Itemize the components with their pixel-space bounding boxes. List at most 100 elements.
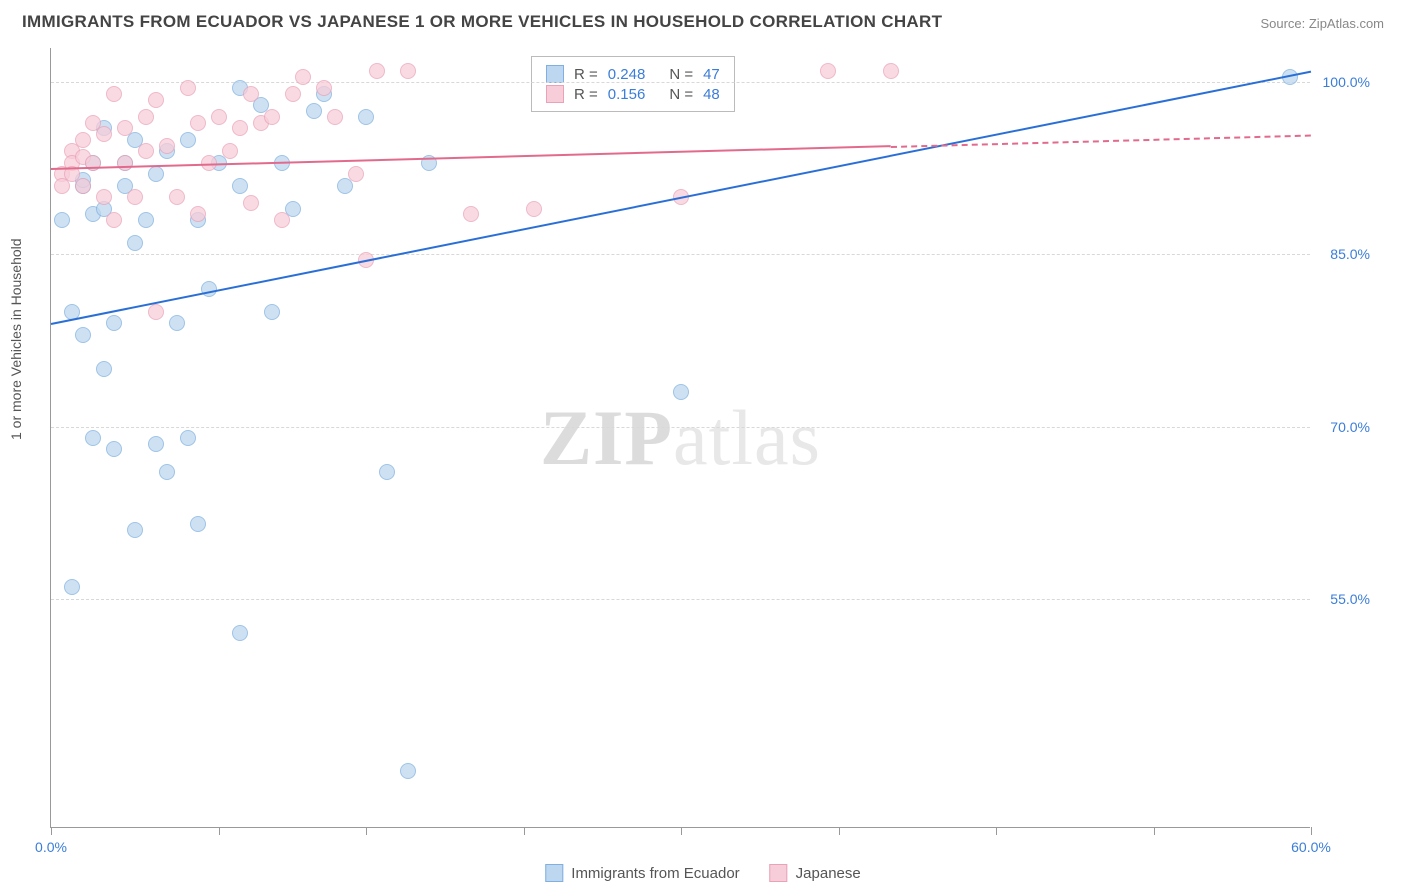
y-tick-label: 70.0% <box>1330 419 1370 435</box>
bottom-legend: Immigrants from Ecuador Japanese <box>545 864 860 882</box>
data-point <box>159 138 175 154</box>
x-tick <box>1154 827 1155 835</box>
data-point <box>180 430 196 446</box>
data-point <box>264 304 280 320</box>
legend-swatch <box>546 85 564 103</box>
data-point <box>75 327 91 343</box>
data-point <box>400 63 416 79</box>
data-point <box>148 92 164 108</box>
stats-legend-box: R =0.248N =47R =0.156N =48 <box>531 56 735 112</box>
data-point <box>358 109 374 125</box>
x-tick-label: 60.0% <box>1291 839 1331 855</box>
stat-n-value: 47 <box>703 66 720 83</box>
data-point <box>463 206 479 222</box>
data-point <box>127 522 143 538</box>
data-point <box>232 625 248 641</box>
chart-title: IMMIGRANTS FROM ECUADOR VS JAPANESE 1 OR… <box>22 12 942 32</box>
data-point <box>75 132 91 148</box>
data-point <box>96 361 112 377</box>
y-tick-label: 55.0% <box>1330 591 1370 607</box>
data-point <box>211 109 227 125</box>
data-point <box>180 80 196 96</box>
data-point <box>348 166 364 182</box>
data-point <box>264 109 280 125</box>
data-point <box>243 86 259 102</box>
data-point <box>820 63 836 79</box>
data-point <box>222 143 238 159</box>
data-point <box>96 126 112 142</box>
legend-item: Japanese <box>770 864 861 882</box>
data-point <box>138 143 154 159</box>
data-point <box>117 120 133 136</box>
data-point <box>190 516 206 532</box>
data-point <box>75 178 91 194</box>
data-point <box>159 464 175 480</box>
data-point <box>274 212 290 228</box>
legend-item: Immigrants from Ecuador <box>545 864 739 882</box>
data-point <box>327 109 343 125</box>
stat-r-label: R = <box>574 86 598 103</box>
data-point <box>96 189 112 205</box>
legend-label: Immigrants from Ecuador <box>571 865 739 882</box>
stats-row: R = 0.248 N = 47 <box>546 65 720 83</box>
data-point <box>148 166 164 182</box>
data-point <box>106 441 122 457</box>
y-axis-label: 1 or more Vehicles in Household <box>8 238 24 440</box>
x-tick <box>219 827 220 835</box>
legend-swatch <box>545 864 563 882</box>
data-point <box>127 235 143 251</box>
data-point <box>883 63 899 79</box>
gridline <box>51 427 1310 428</box>
data-point <box>138 109 154 125</box>
data-point <box>148 436 164 452</box>
data-point <box>106 212 122 228</box>
data-point <box>232 178 248 194</box>
legend-label: Japanese <box>796 865 861 882</box>
stat-r-value: 0.156 <box>608 86 646 103</box>
gridline <box>51 254 1310 255</box>
data-point <box>64 579 80 595</box>
data-point <box>180 132 196 148</box>
data-point <box>138 212 154 228</box>
data-point <box>148 304 164 320</box>
stat-n-label: N = <box>669 86 693 103</box>
stat-r-label: R = <box>574 66 598 83</box>
data-point <box>316 80 332 96</box>
x-tick <box>366 827 367 835</box>
data-point <box>243 195 259 211</box>
x-tick <box>839 827 840 835</box>
data-point <box>106 315 122 331</box>
gridline <box>51 599 1310 600</box>
source-attribution: Source: ZipAtlas.com <box>1260 16 1384 31</box>
data-point <box>127 189 143 205</box>
x-tick <box>996 827 997 835</box>
data-point <box>190 115 206 131</box>
x-tick-label: 0.0% <box>35 839 67 855</box>
data-point <box>295 69 311 85</box>
data-point <box>169 315 185 331</box>
data-point <box>400 763 416 779</box>
data-point <box>379 464 395 480</box>
data-point <box>285 86 301 102</box>
x-tick <box>51 827 52 835</box>
data-point <box>106 86 122 102</box>
stat-n-label: N = <box>669 66 693 83</box>
data-point <box>232 120 248 136</box>
x-tick <box>681 827 682 835</box>
stat-r-value: 0.248 <box>608 66 646 83</box>
watermark: ZIPatlas <box>540 393 821 483</box>
x-tick <box>524 827 525 835</box>
y-tick-label: 100.0% <box>1323 74 1370 90</box>
y-tick-label: 85.0% <box>1330 246 1370 262</box>
legend-swatch <box>546 65 564 83</box>
x-tick <box>1311 827 1312 835</box>
trend-line <box>891 134 1311 147</box>
data-point <box>369 63 385 79</box>
data-point <box>85 430 101 446</box>
data-point <box>54 212 70 228</box>
stats-row: R =0.156N =48 <box>546 85 720 103</box>
data-point <box>306 103 322 119</box>
data-point <box>673 384 689 400</box>
data-point <box>169 189 185 205</box>
trend-line <box>51 145 891 170</box>
